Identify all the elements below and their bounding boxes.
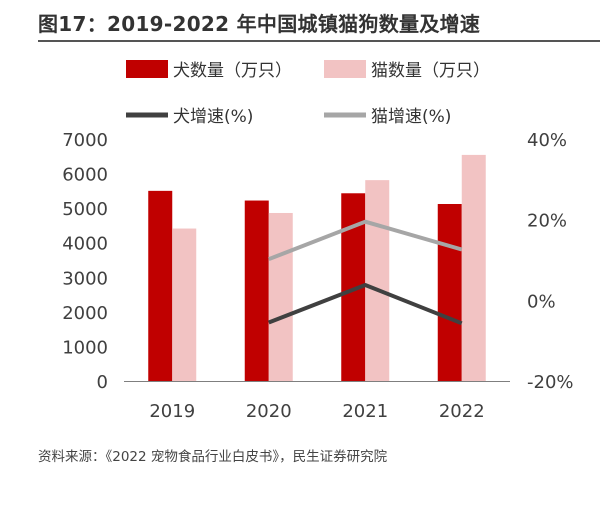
y-tick-label: 5000 <box>62 199 108 220</box>
y2-tick-label: 40% <box>527 130 567 151</box>
figure-title: 图17：2019-2022 年中国城镇猫狗数量及增速 <box>38 12 481 36</box>
y-tick-label: 6000 <box>62 165 108 186</box>
y-tick-label: 4000 <box>62 234 108 255</box>
legend-label-3: 犬增速(%) <box>173 107 253 127</box>
legend-swatch-1 <box>126 60 168 78</box>
y2-tick-label: -20% <box>527 372 574 393</box>
chart-svg: 犬数量（万只） 猫数量（万只） 犬增速(%) 猫增速(%) 0 1000 2000 3000 4… <box>62 60 574 422</box>
y-tick-label: 3000 <box>62 268 108 289</box>
y-tick-label: 7000 <box>62 130 108 151</box>
legend-label-2: 猫数量（万只） <box>371 61 490 81</box>
bar-cat-2019 <box>172 228 197 381</box>
legend-swatch-2 <box>324 60 366 78</box>
y-tick-label: 1000 <box>62 337 108 358</box>
bar-cat-2021 <box>365 180 390 381</box>
bar-dog-2020 <box>244 200 269 381</box>
bar-cat-2022 <box>461 154 486 381</box>
x-tick-label: 2021 <box>342 401 388 422</box>
line-cat-growth <box>268 219 463 262</box>
x-tick-label: 2020 <box>246 401 292 422</box>
chart-area: 犬数量（万只） 猫数量（万只） 犬增速(%) 猫增速(%) 0 1000 2000 3000 4… <box>0 44 600 440</box>
y2-tick-label: 0% <box>527 291 556 312</box>
y2-tick-label: 20% <box>527 211 567 232</box>
bar-cat-2020 <box>268 212 293 381</box>
bar-dog-2022 <box>437 203 462 381</box>
source-note: 资料来源：《2022 宠物食品行业白皮书》，民生证券研究院 <box>38 449 388 465</box>
y-tick-label: 0 <box>97 372 108 393</box>
bar-dog-2019 <box>148 190 173 381</box>
line-dog-growth <box>268 283 463 326</box>
legend-label-4: 猫增速(%) <box>371 107 451 127</box>
x-tick-label: 2022 <box>439 401 485 422</box>
y-tick-label: 2000 <box>62 303 108 324</box>
title-divider <box>38 40 600 42</box>
x-tick-label: 2019 <box>149 401 195 422</box>
legend-label-1: 犬数量（万只） <box>173 61 292 81</box>
